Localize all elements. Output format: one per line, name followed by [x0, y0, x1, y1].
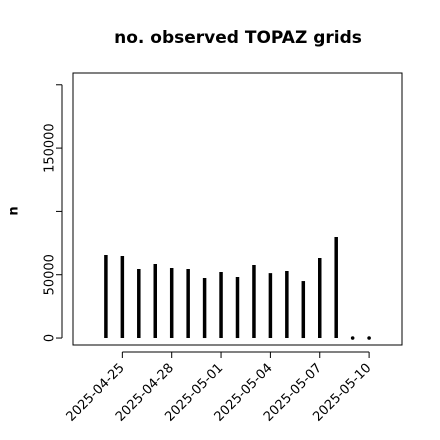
chart-title: no. observed TOPAZ grids	[114, 28, 362, 48]
y-tick-label: 0	[43, 334, 58, 342]
plot-box	[72, 72, 403, 346]
y-tick-label: 150000	[43, 123, 58, 173]
y-tick-label: 50000	[43, 254, 58, 295]
spike-dot	[367, 336, 371, 340]
y-axis-label: n	[7, 206, 22, 215]
spike-dot	[350, 336, 355, 340]
